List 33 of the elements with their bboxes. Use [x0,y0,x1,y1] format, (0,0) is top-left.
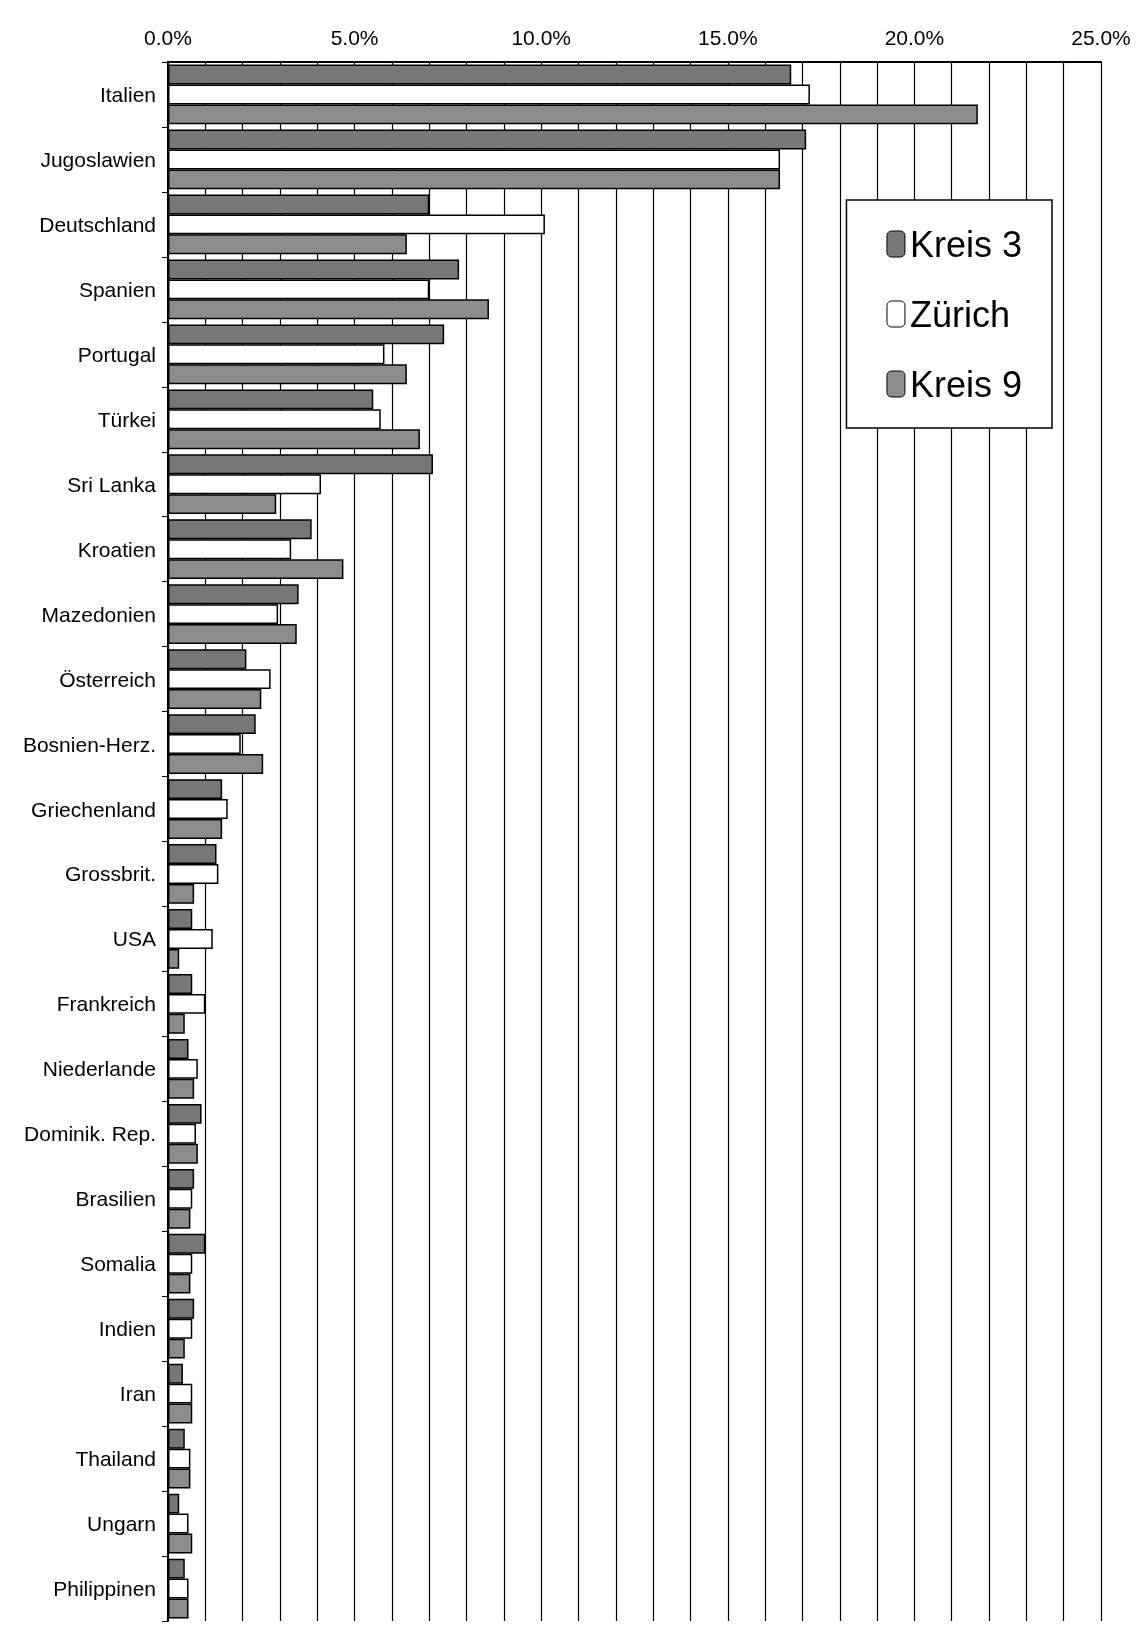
y-tick-label: Griechenland [31,797,156,821]
y-tick-label: Bosnien-Herz. [22,732,156,756]
legend-label: Kreis 3 [909,223,1022,265]
y-tick-label: Spanien [78,277,156,301]
x-tick-label: 0.0% [144,26,192,49]
y-tick-label: Österreich [59,667,156,691]
x-tick-label: 25.0% [1071,26,1131,49]
y-tick-label: Portugal [77,342,156,366]
y-tick-label: Italien [99,82,156,106]
y-tick-label: Türkei [97,407,156,431]
y-tick-label: Frankreich [56,992,156,1016]
y-tick-label: Philippinen [53,1577,156,1601]
x-tick-label: 15.0% [698,26,758,49]
y-tick-label: Thailand [75,1447,156,1471]
x-tick-label: 10.0% [511,26,571,49]
y-tick-label: Brasilien [75,1187,156,1211]
y-tick-label: Sri Lanka [67,472,157,496]
y-tick-label: Somalia [80,1252,157,1276]
y-tick-label: Grossbrit. [64,862,156,886]
legend-label: Zürich [909,293,1010,335]
y-tick-label: Niederlande [42,1057,156,1081]
y-tick-label: Indien [98,1317,156,1341]
legend-label: Kreis 9 [909,363,1022,405]
x-tick-label: 5.0% [330,26,379,49]
y-tick-label: Ungarn [87,1512,156,1536]
y-tick-label: Deutschland [39,212,156,236]
y-tick-label: Iran [119,1382,156,1406]
y-tick-label: Dominik. Rep. [24,1122,156,1146]
y-tick-label: USA [112,927,156,951]
y-tick-label: Mazedonien [41,602,156,626]
y-tick-label: Jugoslawien [40,147,156,171]
x-tick-label: 20.0% [884,26,945,49]
y-tick-label: Kroatien [77,537,156,561]
